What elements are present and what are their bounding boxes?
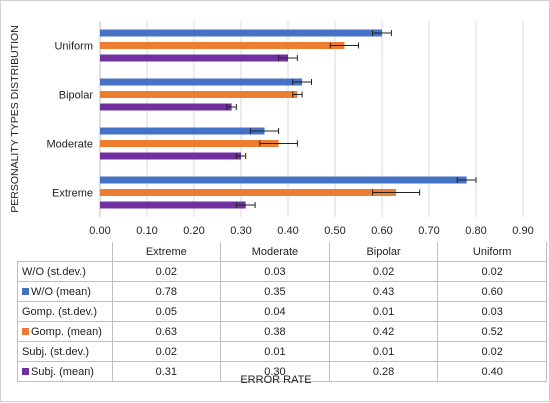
bar [100, 140, 279, 147]
table-cell: 0.03 [220, 261, 330, 282]
table-cell: 0.52 [437, 321, 547, 342]
bar [100, 78, 303, 86]
table-cell: 0.02 [111, 261, 222, 282]
table-row-label: Gomp. (mean) [31, 325, 102, 338]
table-row: Gomp. (mean) 0.63 0.38 0.42 0.52 [17, 321, 547, 342]
table-header-row: Extreme Moderate Bipolar Uniform [18, 242, 547, 262]
table-row-label-cell: Subj. (mean) [17, 361, 113, 382]
table-row: Subj. (mean) 0.31 0.30 0.28 0.40 [17, 361, 547, 382]
table-cell: 0.01 [328, 301, 439, 322]
x-tick-label: 0.60 [371, 225, 392, 237]
y-tick-label: Bipolar [59, 90, 94, 102]
table-row-label: Gomp. (st.dev.) [17, 301, 113, 322]
table-cell: 0.63 [111, 321, 222, 342]
x-tick-label: 0.30 [230, 225, 251, 237]
table-cell: 0.01 [328, 341, 439, 362]
table-row-label: W/O (st.dev.) [17, 261, 113, 282]
table-cell: 0.30 [220, 361, 330, 382]
table-col-header: Bipolar [328, 242, 439, 262]
table-cell: 0.01 [220, 341, 330, 362]
table-cell: 0.02 [328, 261, 439, 282]
table-col-header: Moderate [220, 242, 330, 262]
y-tick-label: Uniform [54, 41, 93, 53]
y-axis-label-text: PERSONALITY TYPES DISTRIBUTION [9, 25, 21, 213]
table-cell: 0.03 [437, 301, 547, 322]
table-cell: 0.42 [328, 321, 439, 342]
table-cell: 0.35 [220, 281, 330, 302]
table-col-header: Uniform [437, 242, 547, 262]
x-tick-label: 0.20 [183, 225, 204, 237]
table-row: Subj. (st.dev.) 0.02 0.01 0.01 0.02 [17, 341, 547, 362]
legend-swatch-wo [22, 287, 29, 295]
table-cell: 0.28 [328, 361, 439, 382]
table-col-header: Extreme [111, 242, 222, 262]
table-cell: 0.31 [111, 361, 222, 382]
table-cell: 0.40 [437, 361, 547, 382]
table-row-label: W/O (mean) [31, 285, 91, 298]
table-corner [18, 242, 113, 262]
bar [100, 176, 467, 184]
table-cell: 0.05 [111, 301, 222, 322]
table-cell: 0.02 [111, 341, 222, 362]
table-row: W/O (mean) 0.78 0.35 0.43 0.60 [17, 281, 547, 302]
x-tick-label: 0.80 [465, 225, 486, 237]
bar [100, 201, 246, 209]
table-cell: 0.78 [111, 281, 222, 302]
table-row-label-cell: Gomp. (mean) [17, 321, 113, 342]
x-axis-label: ERROR RATE [240, 374, 312, 386]
table-row: W/O (st.dev.) 0.02 0.03 0.02 0.02 [17, 261, 547, 282]
bar [100, 127, 265, 135]
legend-swatch-subj [22, 367, 29, 375]
table-cell: 0.43 [328, 281, 439, 302]
table-cell: 0.60 [437, 281, 547, 302]
data-table: Extreme Moderate Bipolar Uniform W/O (st… [17, 242, 547, 382]
bar [100, 103, 232, 111]
x-tick-label: 0.70 [418, 225, 439, 237]
y-tick-label: Moderate [47, 139, 93, 151]
x-tick-label: 0.50 [324, 225, 345, 237]
table-row-label: Subj. (st.dev.) [17, 341, 113, 362]
table-cell: 0.02 [437, 261, 547, 282]
x-tick-label: 0.00 [89, 225, 110, 237]
bar [100, 42, 345, 49]
bar [100, 29, 382, 37]
x-tick-label: 0.90 [512, 225, 533, 237]
table-cell: 0.04 [220, 301, 330, 322]
table-row-label-cell: W/O (mean) [17, 281, 113, 302]
x-tick-label: 0.40 [277, 225, 298, 237]
y-tick-label: Extreme [52, 188, 93, 200]
bar [100, 189, 397, 196]
table-cell: 0.38 [220, 321, 330, 342]
table-row: Gomp. (st.dev.) 0.05 0.04 0.01 0.03 [17, 301, 547, 322]
bar [100, 54, 288, 62]
legend-swatch-gomp [22, 327, 29, 335]
bar [100, 152, 241, 160]
x-tick-label: 0.10 [136, 225, 157, 237]
table-row-label: Subj. (mean) [31, 365, 94, 378]
bar [100, 91, 298, 98]
table-cell: 0.02 [437, 341, 547, 362]
